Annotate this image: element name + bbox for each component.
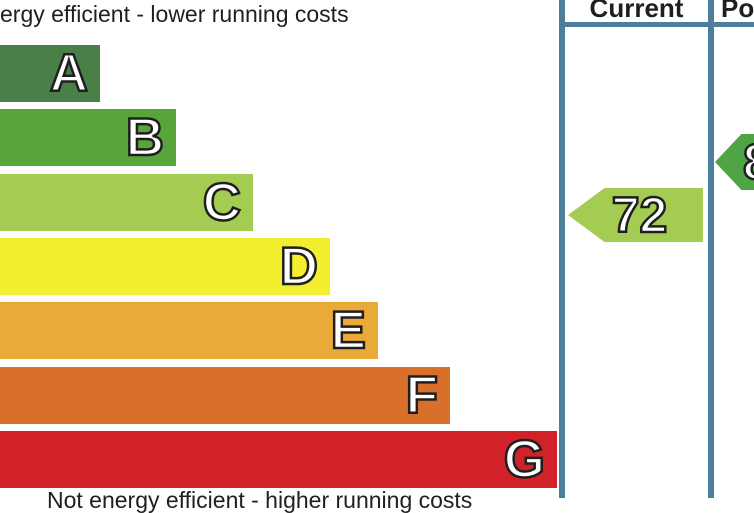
current-rating-arrow: 72 [568, 188, 703, 242]
band-bar-a: A [0, 45, 100, 102]
band-letter-c: C [201, 173, 242, 232]
band-letter-e: E [329, 301, 367, 360]
band-bar-b: B [0, 109, 176, 166]
table-left-border [559, 0, 565, 498]
current-column-header: Current [589, 0, 684, 23]
current-rating-value: 72 [610, 187, 668, 243]
potential-rating-arrow: 8 [715, 134, 754, 190]
band-letter-f: F [404, 366, 439, 425]
header-underline [559, 22, 754, 27]
potential-rating-value: 8 [742, 136, 754, 189]
band-bar-f: F [0, 367, 450, 424]
band-bar-e: E [0, 302, 378, 359]
band-bar-c: C [0, 174, 253, 231]
band-letter-a: A [48, 44, 89, 103]
band-bar-g: G [0, 431, 557, 488]
band-letter-d: D [278, 237, 319, 296]
bottom-caption: Not energy efficient - higher running co… [47, 487, 473, 513]
band-bar-d: D [0, 238, 330, 295]
top-caption: ergy efficient - lower running costs [0, 1, 349, 27]
table-middle-border [708, 0, 714, 498]
band-letter-g: G [503, 430, 547, 489]
band-letter-b: B [124, 108, 165, 167]
potential-column-header: Potential [721, 0, 754, 23]
